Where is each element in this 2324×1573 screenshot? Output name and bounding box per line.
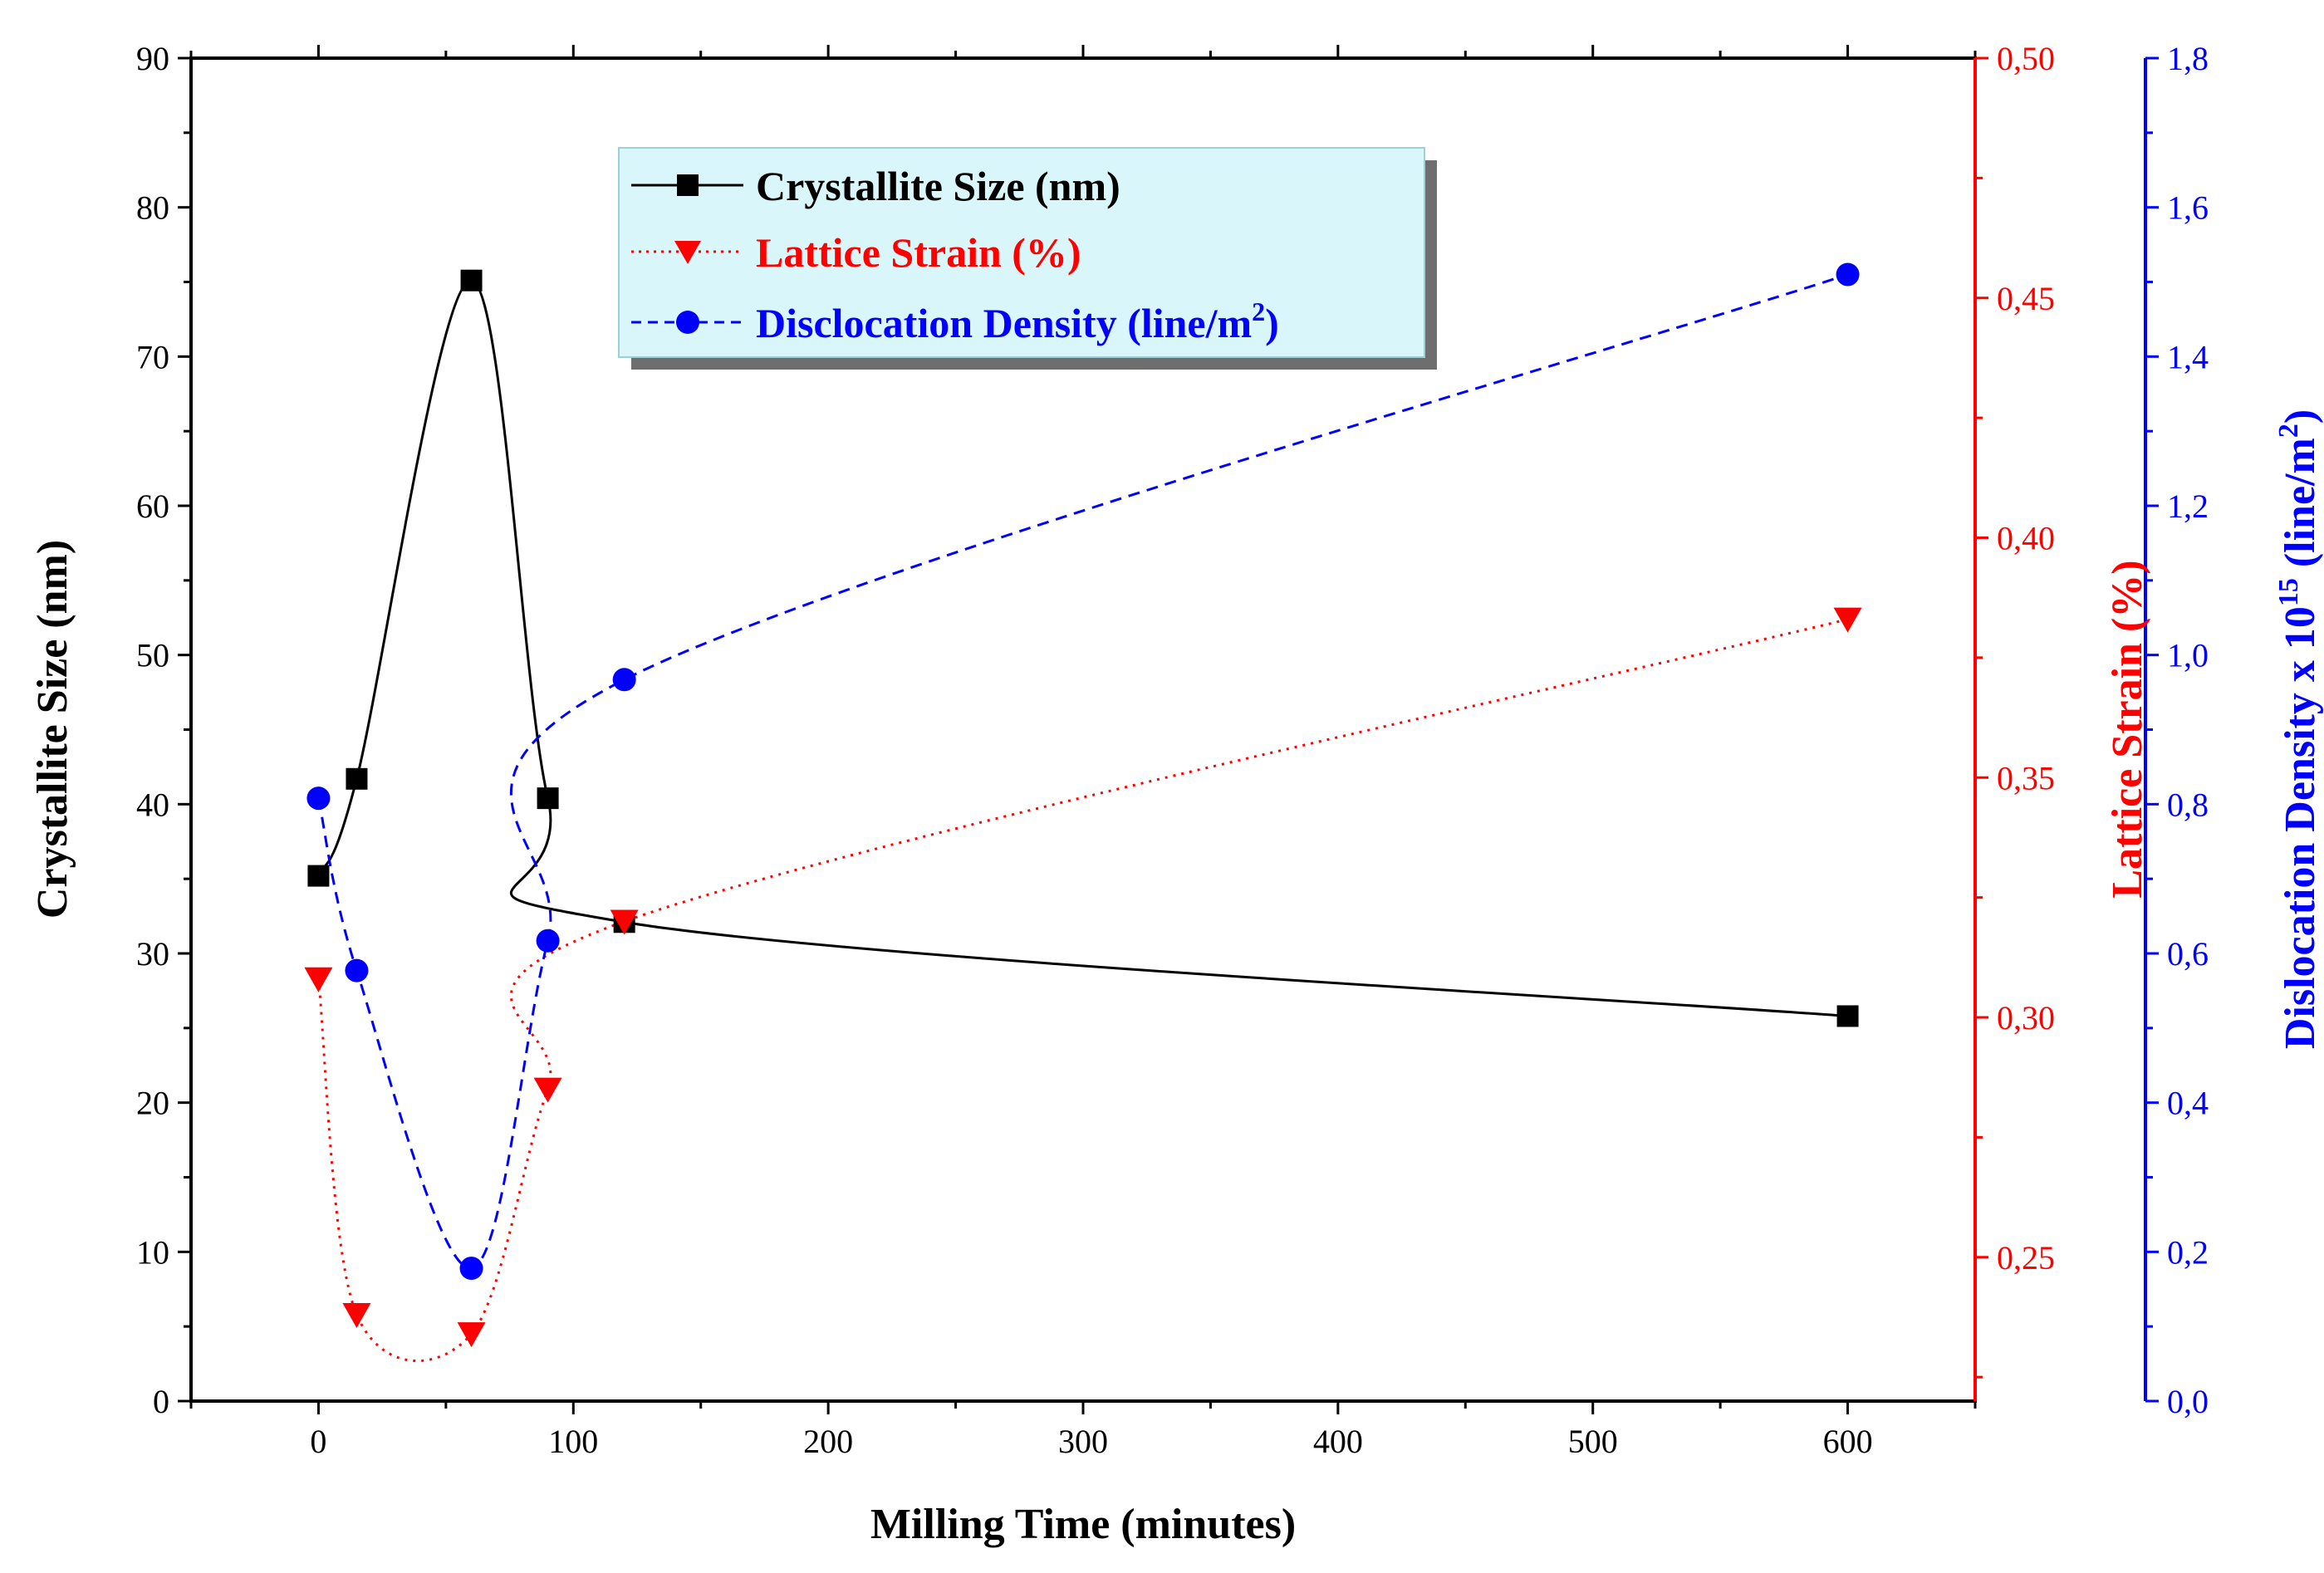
- blue-axis-title-sup: 15: [2273, 578, 2304, 606]
- x-tick-label: 0: [310, 1423, 326, 1460]
- lattice-strain-point: [610, 909, 639, 935]
- red-axis-title: Lattice Strain (%): [2104, 560, 2151, 898]
- x-tick-label: 100: [548, 1423, 598, 1460]
- blue-tick-label: 0,6: [2167, 935, 2209, 973]
- lattice-strain-point: [304, 967, 333, 992]
- x-tick-label: 600: [1823, 1423, 1873, 1460]
- blue-axis-title-end: ): [2277, 409, 2324, 424]
- dislocation-density-point: [459, 1257, 483, 1281]
- crystallite-size-point: [460, 269, 483, 292]
- blue-tick-label: 1,2: [2167, 488, 2209, 525]
- crystallite-size-point: [1836, 1005, 1859, 1027]
- blue-tick-label: 0,8: [2167, 786, 2209, 823]
- legend-label-dislocation-end: ): [1265, 300, 1279, 346]
- blue-tick-label: 1,6: [2167, 189, 2209, 227]
- lattice-strain-line: [316, 618, 1848, 1363]
- crystallite-size-point: [537, 787, 559, 810]
- red-tick-label: 0,25: [1997, 1239, 2055, 1277]
- blue-axis-ticks: 0,0 0,2 0,4 0,6 0,8 1,0 1,2 1,4 1,6 1,8: [2145, 40, 2209, 1420]
- left-tick-label: 30: [136, 935, 169, 973]
- blue-axis-title: Dislocation Density x 1015 (line/m2): [2273, 409, 2324, 1049]
- legend-marker-circle: [676, 311, 699, 334]
- left-tick-label: 90: [136, 40, 169, 77]
- crystallite-size-point: [307, 865, 330, 887]
- blue-tick-label: 0,0: [2167, 1383, 2209, 1420]
- blue-tick-label: 0,4: [2167, 1085, 2209, 1122]
- legend-label-dislocation: Disclocation Density (line/m2): [756, 296, 1279, 346]
- crystallite-size-line: [317, 279, 1848, 1017]
- red-tick-label: 0,50: [1997, 40, 2055, 77]
- dislocation-density-point: [612, 668, 636, 692]
- legend-label-strain: Lattice Strain (%): [756, 229, 1081, 276]
- dislocation-density-line: [316, 273, 1849, 1270]
- red-tick-label: 0,45: [1997, 280, 2055, 317]
- blue-axis-title-main: Dislocation Density x 10: [2277, 606, 2324, 1049]
- red-tick-label: 0,35: [1997, 759, 2055, 796]
- red-axis-ticks: 0,25 0,30 0,35 0,40 0,45 0,50: [1975, 40, 2055, 1379]
- series-layer: [304, 262, 1862, 1363]
- blue-tick-label: 1,8: [2167, 40, 2209, 77]
- left-tick-label: 0: [153, 1383, 169, 1420]
- left-tick-label: 80: [136, 189, 169, 227]
- blue-axis-title-tail: (line/m: [2277, 438, 2324, 578]
- blue-tick-label: 1,4: [2167, 338, 2209, 375]
- left-tick-label: 20: [136, 1085, 169, 1122]
- dislocation-density-point: [306, 786, 331, 811]
- red-tick-label: 0,40: [1997, 520, 2055, 557]
- dislocation-density-point: [536, 929, 560, 953]
- left-tick-label: 60: [136, 488, 169, 525]
- left-tick-label: 50: [136, 637, 169, 674]
- lattice-strain-point: [342, 1303, 371, 1329]
- legend-label-dislocation-sup: 2: [1252, 296, 1265, 326]
- left-tick-label: 40: [136, 786, 169, 823]
- legend-marker-triangle: [674, 241, 701, 264]
- dislocation-density-point: [345, 958, 369, 983]
- blue-tick-label: 0,2: [2167, 1233, 2209, 1271]
- x-axis-ticks: 0 100 200 300 400 500 600: [189, 45, 1977, 1460]
- x-axis-title: Milling Time (minutes): [870, 1501, 1296, 1548]
- dislocation-density-point: [1836, 262, 1860, 287]
- legend: Crystallite Size (nm) Lattice Strain (%)…: [618, 147, 1437, 370]
- x-tick-label: 500: [1568, 1423, 1618, 1460]
- crystallite-size-point: [346, 767, 368, 790]
- left-axis-ticks: 0 10 20 30 40 50 60 70 80 90: [136, 40, 191, 1420]
- left-axis-title: Crystallite Size (nm): [29, 540, 76, 919]
- x-tick-label: 300: [1058, 1423, 1108, 1460]
- lattice-strain-point: [533, 1077, 562, 1103]
- blue-tick-label: 1,0: [2167, 637, 2209, 674]
- left-tick-label: 70: [136, 338, 169, 375]
- x-tick-label: 200: [803, 1423, 853, 1460]
- left-tick-label: 10: [136, 1233, 169, 1271]
- legend-label-dislocation-main: Disclocation Density (line/m: [756, 300, 1252, 346]
- blue-axis-title-sup2: 2: [2273, 424, 2304, 438]
- red-tick-label: 0,30: [1997, 999, 2055, 1036]
- lattice-strain-point: [1833, 607, 1862, 633]
- legend-label-crystallite: Crystallite Size (nm): [756, 163, 1120, 209]
- legend-marker-square: [677, 174, 699, 196]
- lattice-strain-point: [457, 1322, 486, 1348]
- legend-box: [618, 147, 1425, 358]
- x-tick-label: 400: [1313, 1423, 1363, 1460]
